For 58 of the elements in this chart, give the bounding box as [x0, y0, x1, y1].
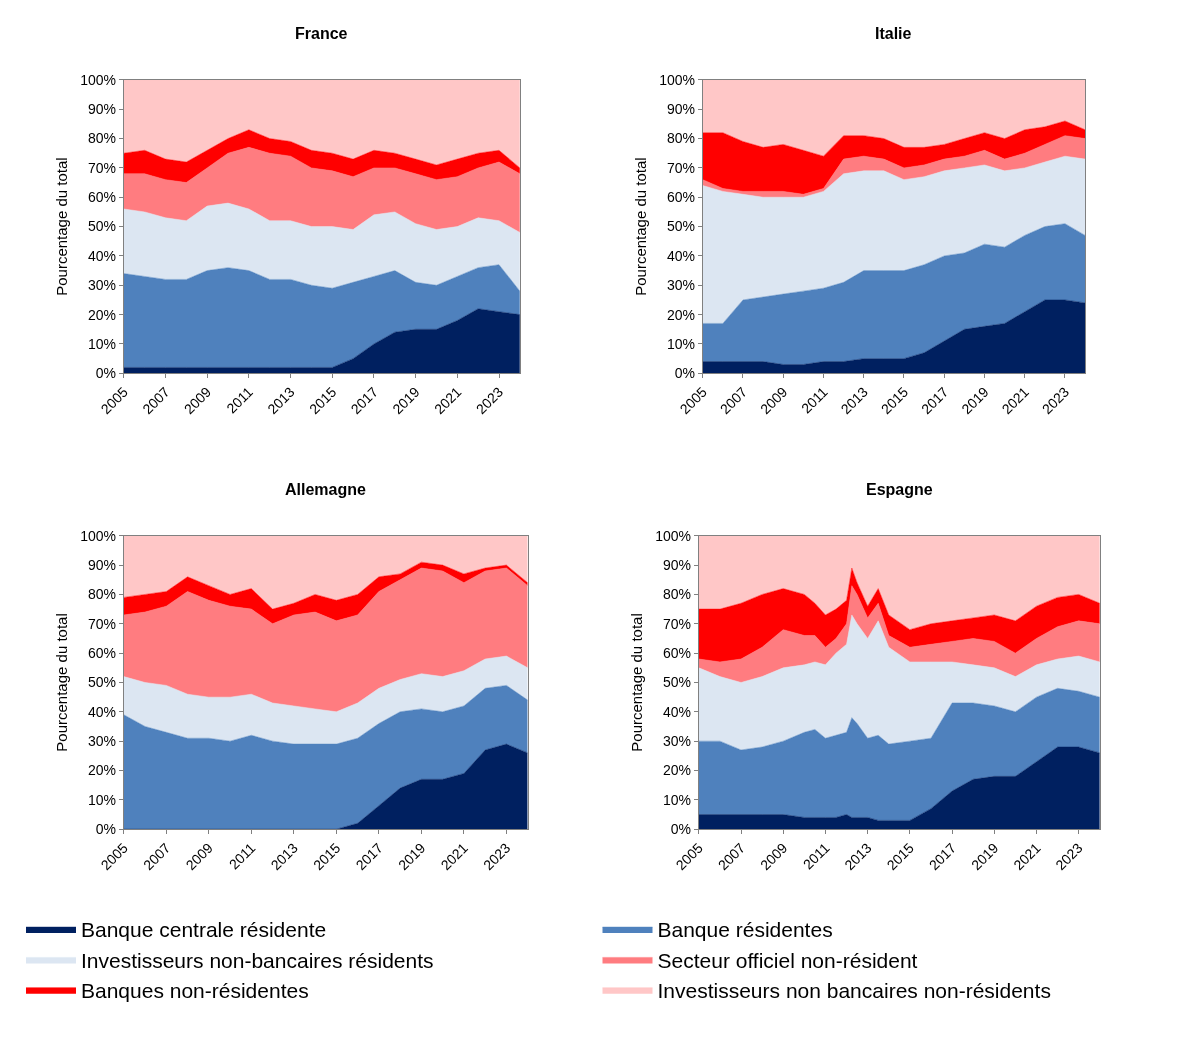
y-axis-title: Pourcentage du total	[628, 613, 646, 752]
legend-label: Secteur officiel non-résident	[657, 948, 918, 972]
y-tick-label: 80%	[666, 130, 695, 147]
y-tick-label: 50%	[666, 218, 695, 235]
y-tick-label: 70%	[666, 159, 695, 176]
y-tick-label: 30%	[87, 277, 116, 294]
legend-label: Investisseurs non bancaires non-résidents	[657, 978, 1051, 1002]
legend-label: Banque résidentes	[657, 918, 833, 942]
y-tick-label: 0%	[95, 365, 116, 382]
legend-label: Banques non-résidentes	[81, 978, 309, 1002]
y-tick-label: 0%	[674, 365, 695, 382]
y-tick-label: 10%	[87, 791, 116, 808]
y-tick-label: 50%	[87, 674, 116, 691]
legend-label: Investisseurs non-bancaires résidents	[81, 948, 434, 972]
y-tick-label: 40%	[666, 247, 695, 264]
chart-title: Espagne	[866, 481, 933, 498]
y-tick-label: 100%	[80, 527, 116, 544]
chart-title: Allemagne	[285, 481, 367, 498]
y-tick-label: 50%	[663, 674, 692, 691]
y-tick-label: 40%	[87, 703, 116, 720]
y-tick-label: 60%	[87, 189, 116, 206]
legend-label: Banque centrale résidente	[81, 918, 327, 942]
y-axis-title: Pourcentage du total	[53, 157, 71, 296]
y-tick-label: 80%	[87, 586, 116, 603]
y-tick-label: 60%	[663, 645, 692, 662]
y-tick-label: 50%	[87, 218, 116, 235]
y-tick-label: 90%	[663, 557, 692, 573]
y-tick-label: 20%	[87, 762, 116, 779]
y-tick-label: 70%	[87, 159, 116, 176]
y-tick-label: 90%	[666, 101, 695, 118]
y-axis-title: Pourcentage du total	[632, 157, 650, 296]
y-tick-label: 0%	[670, 821, 692, 838]
chart-title: France	[295, 25, 348, 42]
y-tick-label: 70%	[87, 615, 116, 632]
y-tick-label: 40%	[87, 247, 116, 264]
y-tick-label: 90%	[87, 557, 116, 573]
y-tick-label: 100%	[80, 71, 116, 88]
y-tick-label: 0%	[95, 821, 116, 838]
chart-title: Italie	[875, 25, 912, 42]
y-tick-label: 80%	[87, 130, 116, 147]
y-tick-label: 80%	[663, 586, 692, 603]
y-tick-label: 30%	[666, 277, 695, 294]
y-tick-label: 10%	[666, 335, 695, 352]
y-tick-label: 20%	[87, 306, 116, 323]
y-tick-label: 40%	[663, 703, 692, 720]
y-tick-label: 100%	[659, 71, 695, 88]
y-tick-label: 20%	[663, 762, 692, 779]
y-tick-label: 70%	[663, 615, 692, 632]
y-tick-label: 90%	[87, 101, 116, 118]
y-tick-label: 30%	[663, 733, 692, 750]
y-tick-label: 60%	[87, 645, 116, 662]
y-tick-label: 10%	[87, 335, 116, 352]
y-axis-title: Pourcentage du total	[53, 613, 71, 752]
y-tick-label: 10%	[663, 791, 692, 808]
y-tick-label: 100%	[655, 527, 692, 544]
y-tick-label: 20%	[666, 306, 695, 323]
y-tick-label: 30%	[87, 733, 116, 750]
y-tick-label: 60%	[666, 189, 695, 206]
